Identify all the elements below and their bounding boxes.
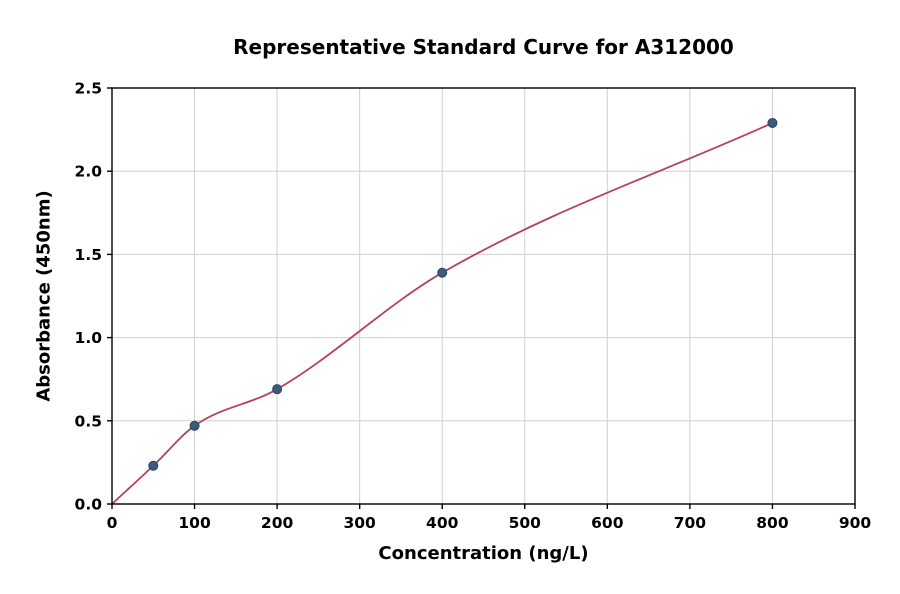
x-tick-label: 500 [509,514,542,532]
chart-title: Representative Standard Curve for A31200… [233,35,734,59]
data-point [148,460,159,471]
y-tick-label: 1.0 [75,329,103,347]
x-tick-label: 600 [591,514,624,532]
x-axis-label: Concentration (ng/L) [378,543,589,564]
plot-border [111,87,856,505]
y-axis-label: Absorbance (450nm) [33,190,55,402]
x-tick-label: 800 [756,514,789,532]
data-point [189,420,200,431]
y-tick-label: 2.0 [75,163,103,181]
y-tick-label: 0.0 [75,496,103,514]
x-tick-label: 700 [674,514,707,532]
fit-curve [111,122,773,505]
x-tick-label: 0 [107,514,118,532]
data-point [767,117,778,128]
x-tick-label: 100 [178,514,211,532]
x-tick-label: 200 [261,514,294,532]
y-tick-label: 2.5 [75,80,102,98]
data-point [437,267,448,278]
x-tick-label: 300 [343,514,376,532]
data-point [272,384,283,395]
x-tick-label: 400 [426,514,459,532]
x-tick-label: 900 [839,514,872,532]
y-tick-label: 0.5 [75,412,102,430]
y-tick-label: 1.5 [75,246,102,264]
